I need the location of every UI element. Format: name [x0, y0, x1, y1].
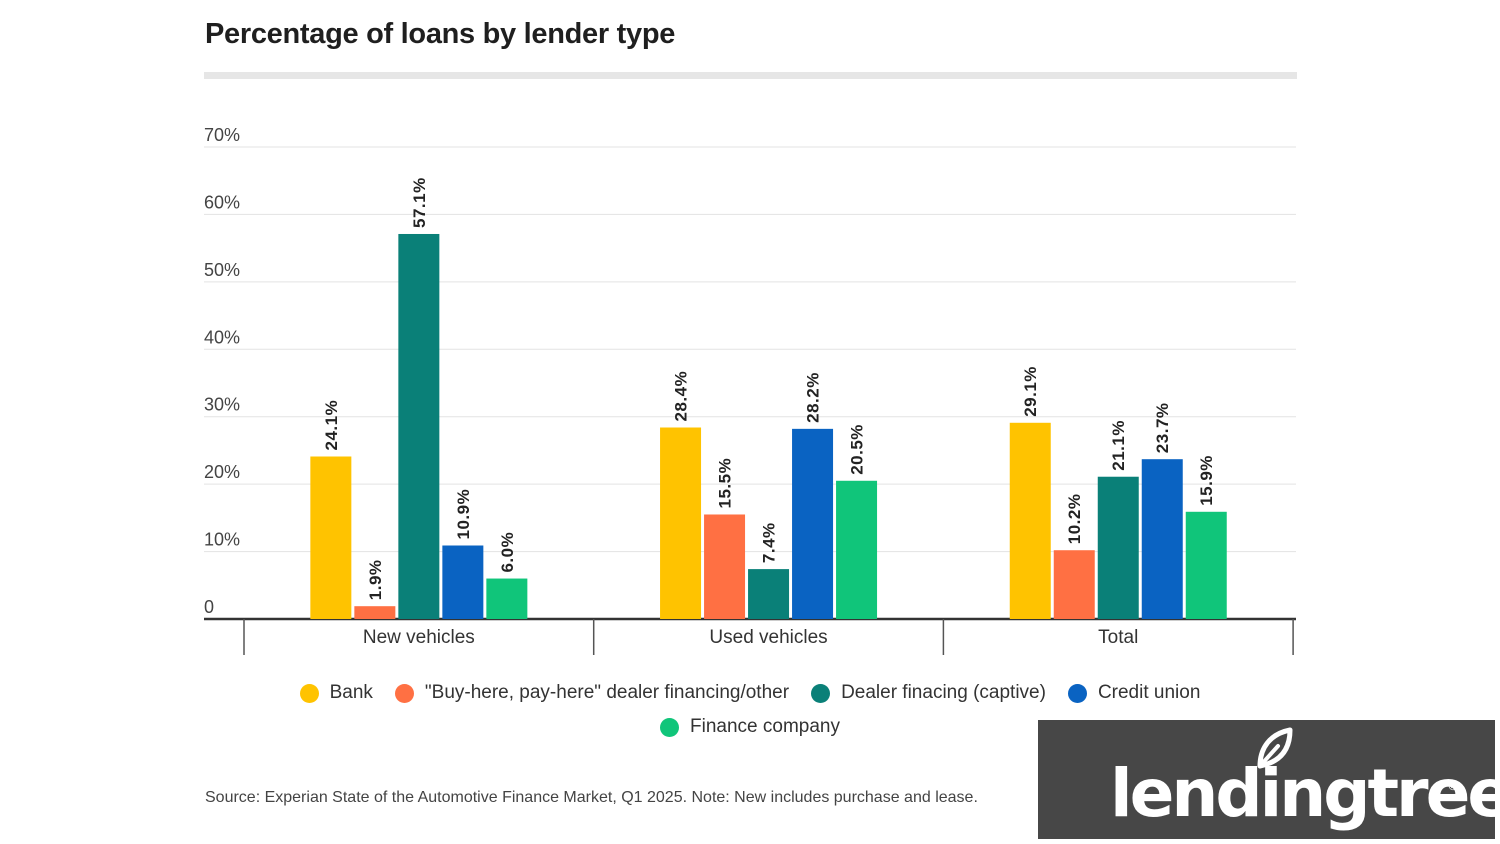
y-tick-label: 40% [204, 327, 240, 347]
legend-swatch [394, 683, 414, 703]
data-label: 10.2% [1065, 494, 1084, 545]
bar [310, 456, 352, 619]
legend-swatch [299, 683, 319, 703]
bar [748, 569, 790, 619]
logo-wordmark: lendingtree [1110, 755, 1495, 832]
bar [704, 514, 746, 619]
bar [1097, 476, 1139, 619]
data-label: 15.5% [716, 458, 735, 509]
data-label: 20.5% [848, 424, 867, 475]
y-tick-label: 20% [204, 462, 240, 482]
data-label: 24.1% [322, 400, 341, 451]
legend-label: Finance company [690, 716, 840, 737]
category-label: Used vehicles [709, 627, 827, 648]
bar [660, 427, 702, 619]
bar [792, 428, 834, 619]
data-label: 28.4% [672, 371, 691, 422]
legend-swatch [811, 683, 831, 703]
source-note: Source: Experian State of the Automotive… [205, 789, 978, 806]
bar [398, 233, 440, 620]
category-label: New vehicles [363, 627, 475, 648]
bar [836, 480, 878, 619]
category-label: Total [1098, 627, 1138, 648]
data-label: 23.7% [1153, 402, 1172, 453]
bar [486, 578, 528, 619]
y-tick-label: 70% [204, 125, 240, 145]
legend-item: "Buy-here, pay-here" dealer financing/ot… [394, 682, 790, 704]
legend-label: Bank [329, 682, 373, 703]
data-label: 10.9% [454, 489, 473, 540]
bar [1053, 550, 1095, 619]
data-label: 1.9% [366, 559, 385, 600]
data-label: 15.9% [1197, 455, 1216, 506]
data-label: 6.0% [498, 532, 517, 573]
data-label: 57.1% [410, 177, 429, 228]
legend-label: "Buy-here, pay-here" dealer financing/ot… [424, 682, 790, 703]
bar [354, 606, 396, 619]
lendingtree-logo: lendingtree ® [1038, 720, 1495, 839]
legend-swatch [660, 717, 680, 737]
legend-item: Dealer finacing (captive) [811, 682, 1046, 704]
legend-item: Finance company [660, 716, 840, 738]
legend-swatch [1067, 683, 1087, 703]
registered-mark: ® [1447, 779, 1459, 793]
title-divider [204, 72, 1297, 79]
legend-item: Credit union [1067, 682, 1201, 704]
bar [1185, 511, 1227, 619]
data-label: 21.1% [1109, 420, 1128, 471]
legend-item: Bank [299, 682, 373, 704]
legend-label: Dealer finacing (captive) [841, 682, 1046, 703]
chart-title: Percentage of loans by lender type [205, 18, 676, 50]
bar [1009, 422, 1051, 619]
data-label: 29.1% [1021, 366, 1040, 417]
y-tick-label: 30% [204, 395, 240, 415]
y-tick-label: 50% [204, 260, 240, 280]
leaf-icon: lendingtree ® [1110, 727, 1495, 832]
bar-chart: 0 10% 20% 30% 40% 50% 60% 70% 24.1% 1.9% 57.1% 10.9… [204, 125, 1296, 655]
bar [442, 545, 484, 619]
y-tick-label: 10% [204, 530, 240, 550]
data-label: 28.2% [804, 372, 823, 423]
y-tick-label: 0 [204, 597, 214, 617]
bar [1141, 459, 1183, 619]
legend-label: Credit union [1097, 682, 1201, 703]
y-tick-label: 60% [204, 192, 240, 212]
chart-legend: Bank "Buy-here, pay-here" dealer financin… [200, 682, 1300, 738]
data-label: 7.4% [760, 522, 779, 563]
